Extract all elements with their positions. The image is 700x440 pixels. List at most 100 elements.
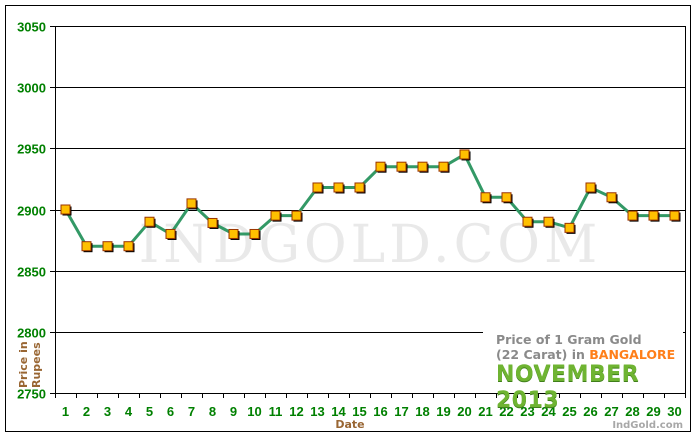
x-tick-label: 11 (269, 404, 283, 419)
legend-title: Price of 1 Gram Gold (496, 332, 642, 347)
data-point (375, 161, 387, 173)
x-tick-label: 26 (583, 404, 597, 419)
data-point (333, 182, 345, 194)
data-point (501, 192, 513, 204)
data-point (270, 210, 282, 222)
x-tick-label: 4 (125, 404, 133, 419)
x-tick-label: 6 (167, 404, 174, 419)
chart-frame (5, 5, 691, 432)
data-point (228, 228, 240, 240)
x-tick-label: 16 (373, 404, 387, 419)
data-point (606, 192, 618, 204)
x-tick-label: 2 (83, 404, 90, 419)
data-point (291, 210, 303, 222)
square-marker-icon (480, 192, 491, 203)
square-marker-icon (627, 210, 638, 221)
x-tick-label: 17 (394, 404, 408, 419)
legend-subtitle: (22 Carat) in BANGALORE (483, 347, 683, 362)
square-marker-icon (333, 182, 344, 193)
x-axis-ticks: 1 2 3 4 5 6 7 8 9 10 11 12 13 14 15 16 17 18 19 20 21 22 23 24 2… (55, 393, 686, 419)
square-marker-icon (207, 217, 218, 228)
y-tick-label: 3000 (17, 81, 46, 96)
data-point (627, 210, 639, 222)
data-point (249, 228, 261, 240)
x-tick-label: 23 (520, 404, 534, 419)
y-tick-label: 2850 (17, 265, 46, 280)
site-credit: IndGold.com (612, 420, 683, 431)
y-tick-label: 2800 (17, 326, 46, 341)
data-point (543, 216, 555, 228)
data-point (186, 198, 198, 210)
data-point (312, 182, 324, 194)
x-tick-label: 9 (230, 404, 237, 419)
data-point (585, 182, 597, 194)
data-point (396, 161, 408, 173)
square-marker-icon (501, 192, 512, 203)
legend-city: BANGALORE (589, 347, 676, 362)
square-marker-icon (270, 210, 281, 221)
square-marker-icon (606, 192, 617, 203)
data-point (165, 228, 177, 240)
data-point (60, 204, 72, 216)
y-tick-label: 2900 (17, 204, 46, 219)
data-point (354, 182, 366, 194)
square-marker-icon (312, 182, 323, 193)
square-marker-icon (375, 161, 386, 172)
data-point (648, 210, 660, 222)
x-tick-label: 21 (478, 404, 492, 419)
x-tick-label: 10 (247, 404, 261, 419)
x-tick-label: 28 (625, 404, 639, 419)
x-tick-label: 24 (541, 404, 556, 419)
price-series (60, 149, 681, 253)
x-tick-label: 12 (289, 404, 303, 419)
y-axis-title-line2: Rupees (30, 342, 43, 388)
square-marker-icon (144, 216, 155, 227)
square-marker-icon (81, 241, 92, 252)
square-marker-icon (648, 210, 659, 221)
square-marker-icon (186, 198, 197, 209)
square-marker-icon (459, 149, 470, 160)
x-tick-label: 20 (457, 404, 471, 419)
square-marker-icon (585, 182, 596, 193)
y-tick-label: 2750 (17, 387, 46, 402)
square-marker-icon (60, 204, 71, 215)
square-marker-icon (543, 216, 554, 227)
square-marker-icon (417, 161, 428, 172)
x-tick-label: 19 (436, 404, 450, 419)
legend-month: NOVEMBER 2013 (496, 362, 640, 413)
y-tick-label: 3050 (17, 20, 46, 35)
data-point (417, 161, 429, 173)
square-marker-icon (669, 210, 680, 221)
square-marker-icon (354, 182, 365, 193)
x-tick-label: 25 (562, 404, 576, 419)
square-marker-icon (396, 161, 407, 172)
x-tick-label: 1 (62, 404, 69, 419)
y-axis-title-line1: Price in (17, 341, 30, 388)
data-point (459, 149, 471, 161)
square-marker-icon (438, 161, 449, 172)
legend-carat: (22 Carat) in (496, 347, 590, 362)
y-axis-ticks: 2750 2800 2850 2900 2950 3000 3050 (17, 20, 55, 402)
square-marker-icon (165, 228, 176, 239)
x-tick-label: 27 (604, 404, 618, 419)
square-marker-icon (123, 241, 134, 252)
data-point (123, 241, 135, 253)
x-tick-label: 15 (352, 404, 366, 419)
data-point (81, 241, 93, 253)
y-tick-label: 2950 (17, 142, 46, 157)
data-point (522, 216, 534, 228)
square-marker-icon (102, 241, 113, 252)
x-tick-label: 13 (310, 404, 324, 419)
data-point (144, 216, 156, 228)
square-marker-icon (522, 216, 533, 227)
x-tick-label: 29 (646, 404, 660, 419)
x-tick-label: 7 (188, 404, 195, 419)
x-tick-label: 3 (104, 404, 111, 419)
data-point (669, 210, 681, 222)
x-tick-label: 14 (331, 404, 346, 419)
y-axis-title: Price in Rupees (17, 341, 43, 388)
data-point (207, 217, 219, 229)
square-marker-icon (228, 228, 239, 239)
square-marker-icon (564, 222, 575, 233)
x-tick-label: 30 (667, 404, 681, 419)
